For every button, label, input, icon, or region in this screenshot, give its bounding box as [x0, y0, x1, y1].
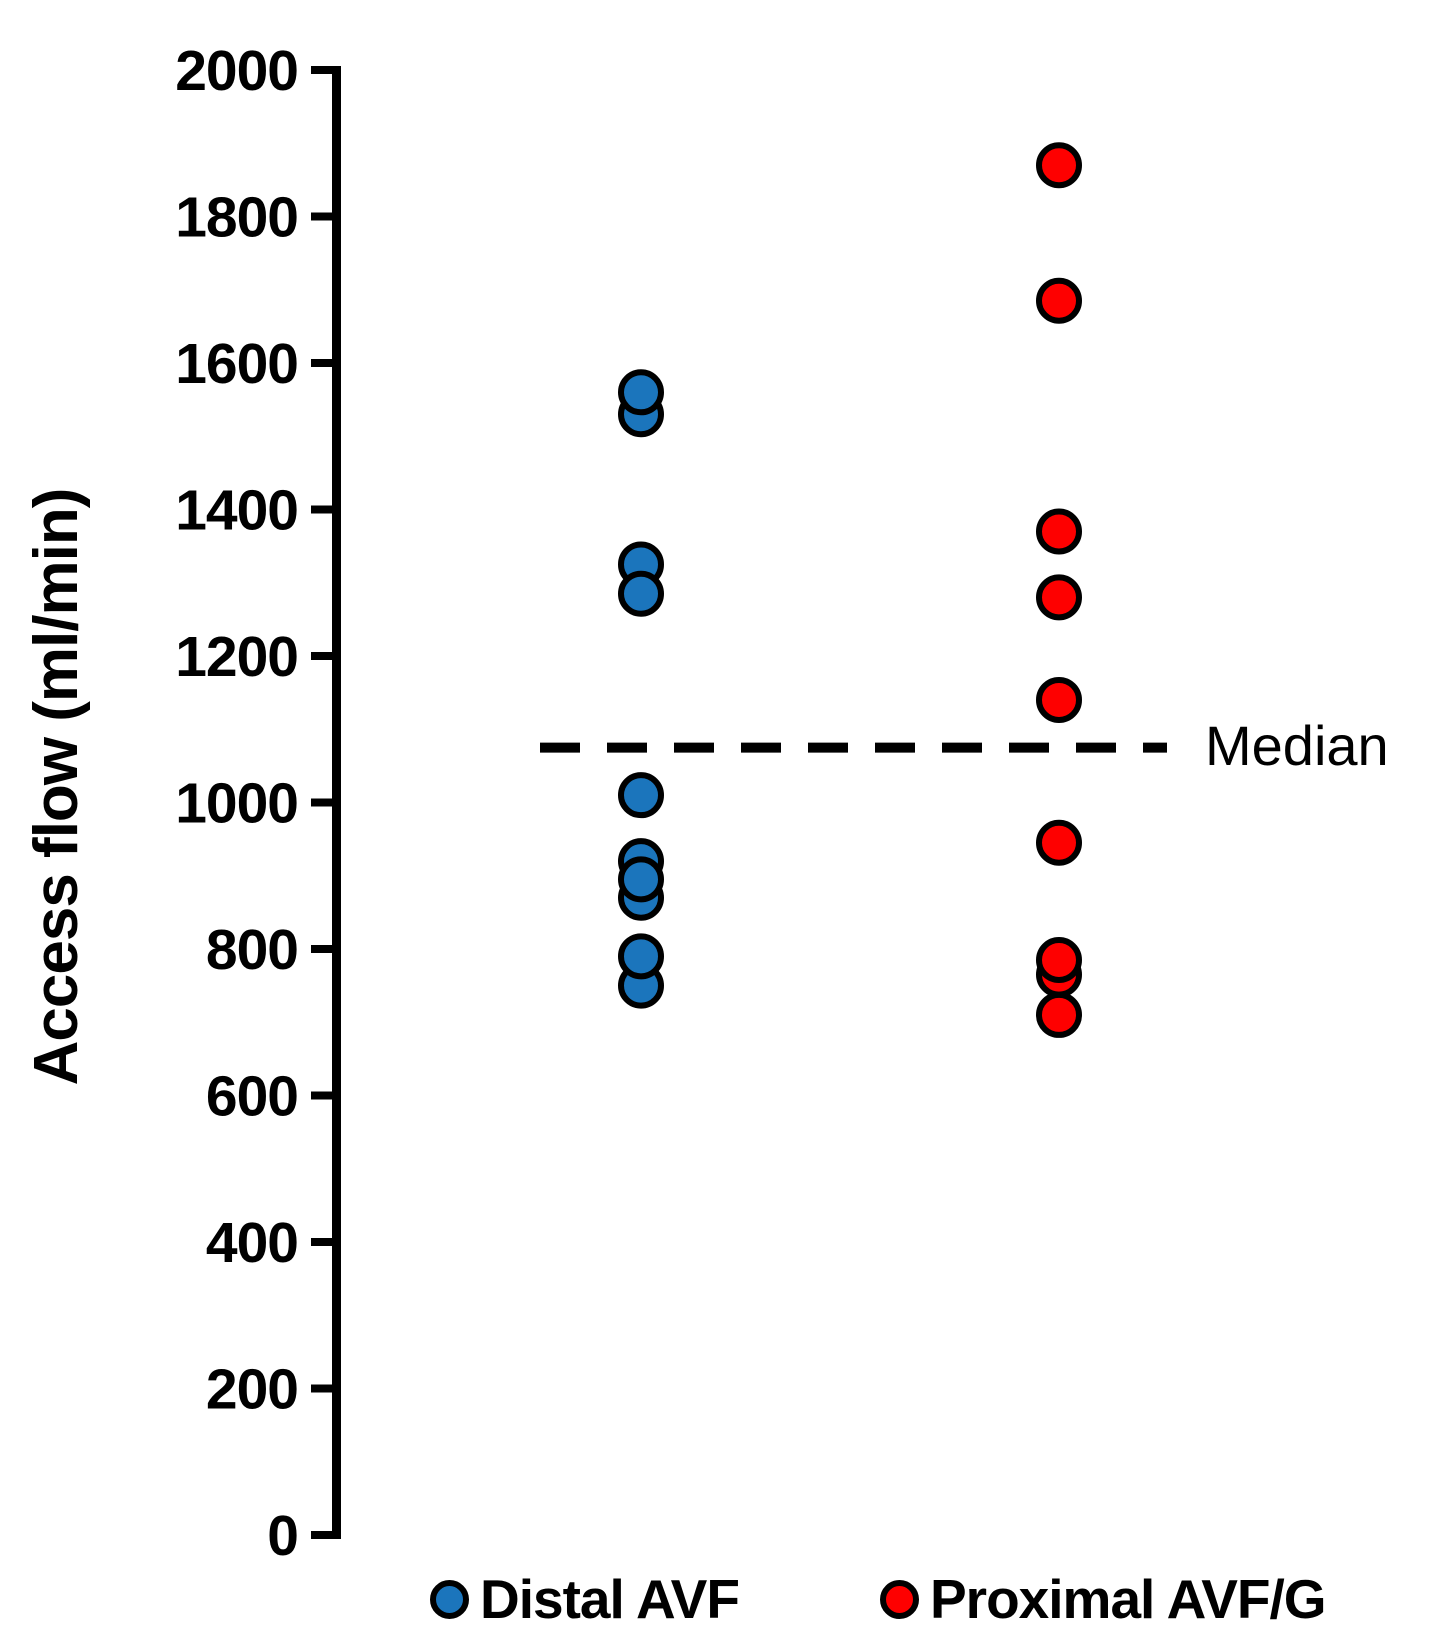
data-dot-proximal-avf-g: [1036, 819, 1082, 866]
y-axis-tick-label: 1800: [175, 186, 298, 250]
data-dot-proximal-avf-g: [1036, 676, 1082, 723]
y-axis-tick: [311, 1384, 334, 1393]
distal-avf-legend-marker-icon: [430, 1579, 469, 1619]
data-dot-proximal-avf-g: [1036, 277, 1082, 324]
data-dot-distal-avf: [618, 369, 664, 416]
y-axis-tick-label: 0: [267, 1504, 298, 1568]
y-axis-tick: [311, 1531, 334, 1539]
data-dot-proximal-avf-g: [1036, 574, 1082, 621]
data-dot-proximal-avf-g: [1036, 508, 1082, 555]
data-dot-proximal-avf-g: [1036, 142, 1082, 189]
y-axis-tick: [311, 66, 334, 74]
y-axis-tick-label: 600: [206, 1065, 298, 1129]
legend-label-proximal-avfg: Proximal AVF/G: [930, 1568, 1327, 1630]
data-dot-distal-avf: [618, 933, 664, 980]
legend-item-proximal-avfg: Proximal AVF/G: [880, 1566, 1327, 1632]
y-axis-tick-label: 1200: [175, 625, 298, 689]
legend-label-distal-avf: Distal AVF: [480, 1568, 740, 1630]
data-dot-proximal-avf-g: [1036, 991, 1082, 1038]
proximal-avfg-legend-marker-icon: [880, 1579, 919, 1619]
y-axis-tick: [311, 652, 334, 660]
legend-item-distal-avf: Distal AVF: [430, 1566, 740, 1632]
data-dot-distal-avf: [618, 856, 664, 903]
y-axis-tick: [311, 945, 334, 953]
y-axis-line: [332, 66, 341, 1539]
y-axis-tick-label: 2000: [175, 39, 298, 103]
y-axis-tick: [311, 212, 334, 221]
y-axis-tick: [311, 1091, 334, 1100]
y-axis-tick-label: 1600: [175, 332, 298, 396]
data-dot-distal-avf: [618, 570, 664, 617]
median-annotation-label: Median: [1205, 713, 1389, 777]
y-axis-tick: [311, 798, 334, 807]
y-axis-tick-label: 800: [206, 918, 298, 982]
y-axis-tick: [311, 359, 334, 367]
y-axis-tick-label: 1000: [175, 772, 298, 836]
data-dot-proximal-avf-g: [1036, 936, 1082, 983]
y-axis-tick-label: 1400: [175, 479, 298, 543]
data-dot-distal-avf: [618, 772, 664, 819]
y-axis-tick: [311, 505, 334, 514]
y-axis-tick-label: 200: [206, 1358, 298, 1422]
y-axis-tick-label: 400: [206, 1211, 298, 1275]
y-axis-tick: [311, 1238, 334, 1246]
